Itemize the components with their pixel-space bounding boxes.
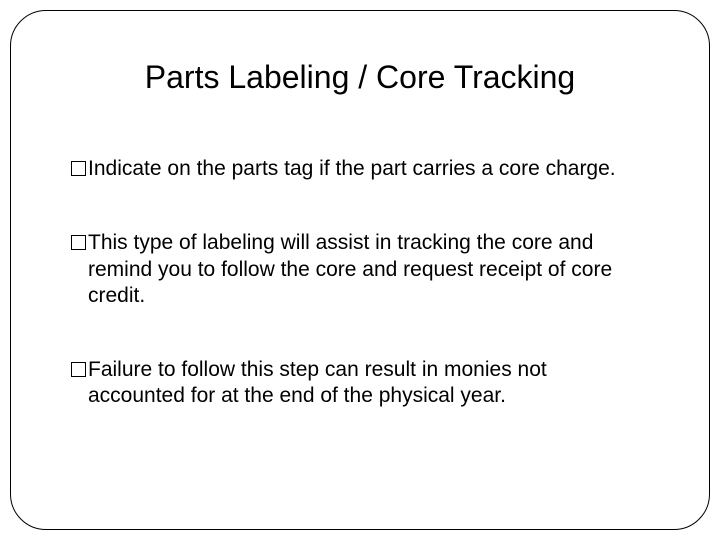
bullet-text: Failure to follow this step can result i… <box>88 357 649 410</box>
square-bullet-icon <box>71 362 86 377</box>
slide-title: Parts Labeling / Core Tracking <box>91 59 629 96</box>
slide-frame: Parts Labeling / Core Tracking Indicate … <box>10 10 710 530</box>
bullet-text: This type of labeling will assist in tra… <box>88 230 649 309</box>
bullet-item: Indicate on the parts tag if the part ca… <box>71 156 649 182</box>
bullet-text: Indicate on the parts tag if the part ca… <box>88 156 616 182</box>
bullet-item: This type of labeling will assist in tra… <box>71 230 649 309</box>
bullet-item: Failure to follow this step can result i… <box>71 357 649 410</box>
square-bullet-icon <box>71 161 86 176</box>
square-bullet-icon <box>71 235 86 250</box>
